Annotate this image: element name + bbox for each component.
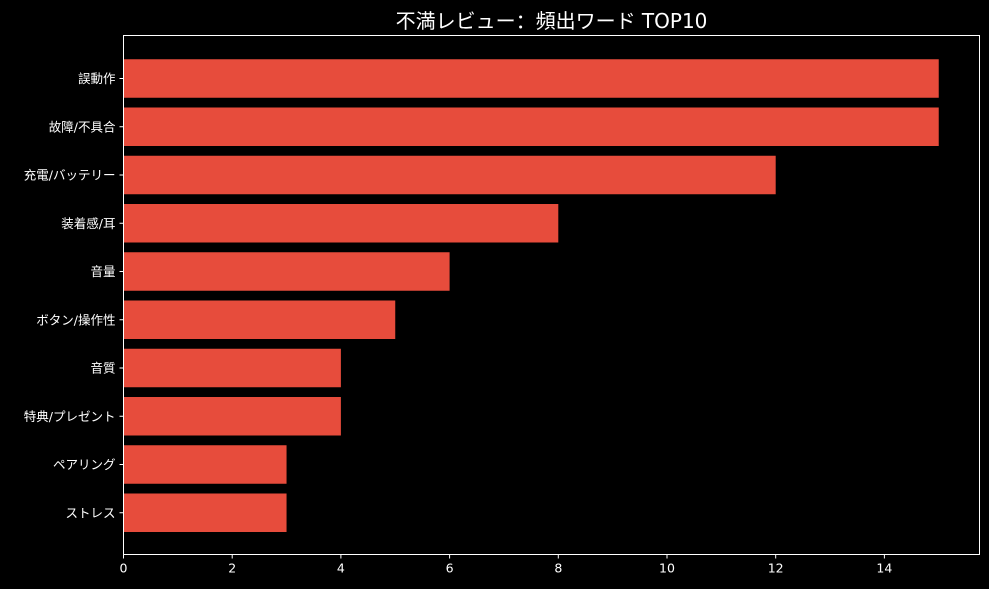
x-tick-label: 6 (446, 561, 454, 576)
bar-1 (123, 59, 939, 98)
bar-3 (123, 155, 776, 195)
y-tick-label: 装着感/耳 (61, 216, 115, 231)
y-tick-label: ボタン/操作性 (36, 312, 115, 327)
plot-area-frame (123, 35, 980, 555)
x-tick-label: 10 (659, 561, 675, 576)
y-tick-label: 故障/不具合 (49, 119, 116, 134)
y-tick-label: 特典/プレゼント (24, 409, 116, 424)
x-tick-label: 14 (876, 561, 892, 576)
y-tick-label: 音量 (90, 264, 115, 279)
bar-9 (123, 445, 287, 484)
bar-5 (123, 252, 450, 291)
y-tick-label: ストレス (65, 505, 115, 520)
x-tick-label: 2 (228, 561, 236, 576)
x-tick-label: 0 (120, 561, 128, 576)
x-axis-ticks: 0 2 4 6 8 10 12 14 (120, 554, 892, 576)
y-tick-label: ペアリング (53, 457, 116, 472)
bar-4 (123, 204, 559, 243)
bar-8 (123, 397, 341, 436)
x-tick-label: 12 (768, 561, 784, 576)
x-tick-label: 8 (554, 561, 562, 576)
bars-group (123, 59, 939, 532)
bar-6 (123, 300, 396, 339)
bar-2 (123, 107, 939, 146)
chart-title: 不満レビュー：頻出ワード TOP10 (396, 9, 708, 33)
y-tick-label: 充電/バッテリー (24, 168, 116, 183)
y-tick-label: 音質 (90, 361, 115, 376)
bar-7 (123, 348, 341, 388)
y-axis-ticks: 誤動作故障/不具合充電/バッテリー装着感/耳音量ボタン/操作性音質特典/プレゼン… (24, 71, 124, 520)
y-tick-label: 誤動作 (78, 71, 116, 86)
x-tick-label: 4 (337, 561, 345, 576)
bar-10 (123, 493, 287, 532)
